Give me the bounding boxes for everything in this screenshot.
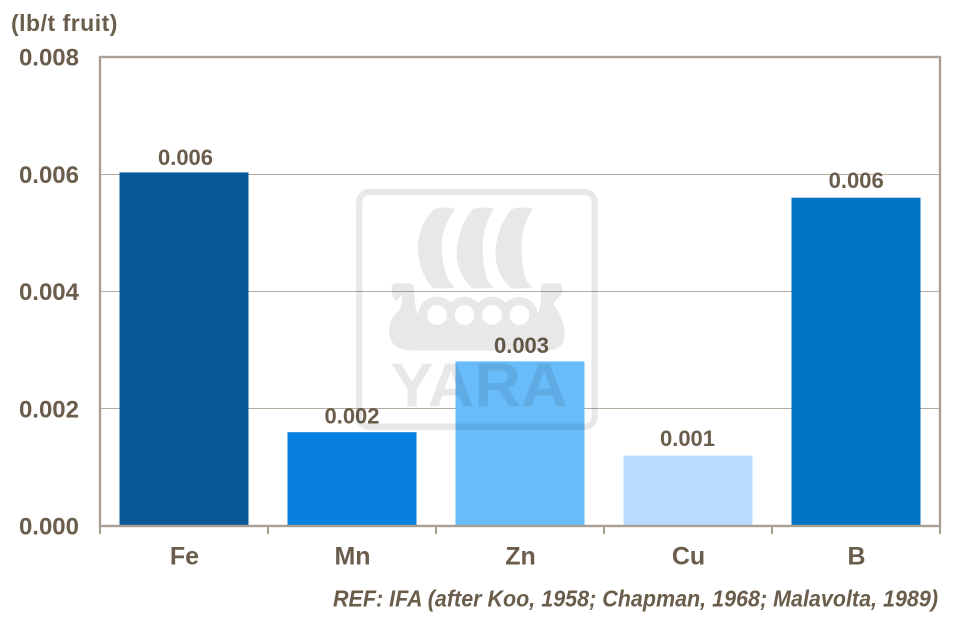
svg-text:(lb/t fruit): (lb/t fruit) xyxy=(11,10,118,36)
svg-text:0.006: 0.006 xyxy=(158,145,213,170)
svg-text:Cu: Cu xyxy=(672,542,705,570)
svg-text:REF: IFA (after Koo, 1958; Cha: REF: IFA (after Koo, 1958; Chapman, 1968… xyxy=(333,586,938,612)
svg-text:Fe: Fe xyxy=(170,542,199,570)
svg-text:0.006: 0.006 xyxy=(19,162,79,189)
svg-text:0.006: 0.006 xyxy=(829,168,884,193)
svg-text:0.002: 0.002 xyxy=(19,396,79,423)
svg-text:B: B xyxy=(847,542,865,570)
svg-text:Mn: Mn xyxy=(334,542,370,570)
svg-text:Zn: Zn xyxy=(505,542,536,570)
svg-text:0.000: 0.000 xyxy=(19,514,79,541)
svg-text:0.008: 0.008 xyxy=(19,45,79,72)
svg-text:YARA: YARA xyxy=(391,352,568,421)
svg-text:0.001: 0.001 xyxy=(660,426,715,451)
svg-text:0.004: 0.004 xyxy=(19,279,80,306)
